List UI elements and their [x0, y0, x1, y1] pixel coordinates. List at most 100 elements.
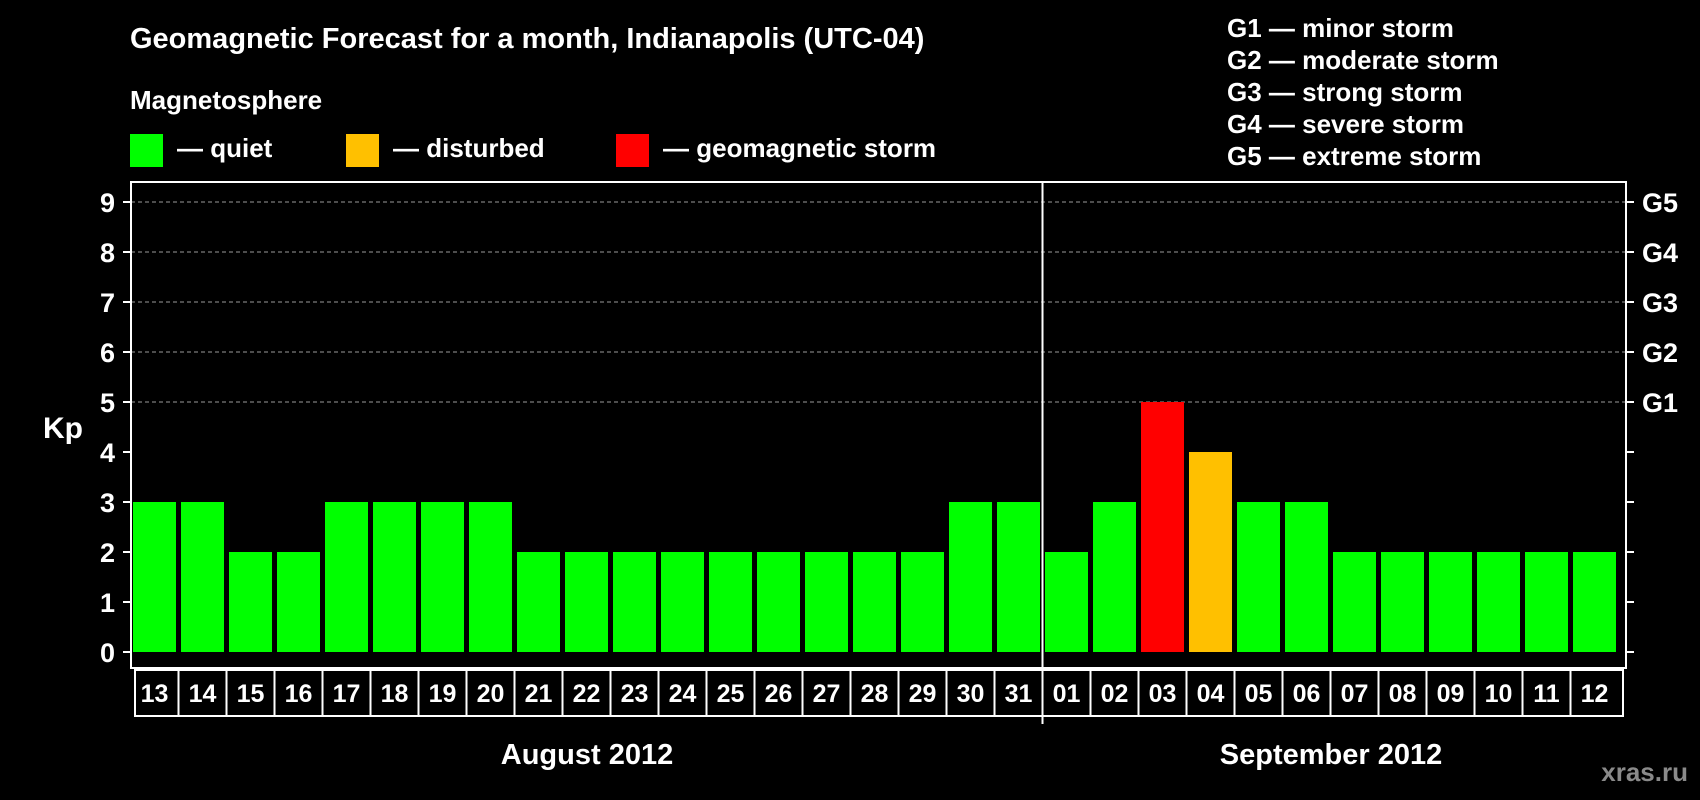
y-tick-label: 0	[100, 638, 115, 668]
day-label: 17	[333, 680, 361, 708]
kp-bar	[1045, 552, 1088, 652]
day-label: 12	[1581, 680, 1609, 708]
plot-frame	[130, 181, 1627, 669]
kp-bar	[1333, 552, 1376, 652]
kp-bar	[133, 502, 176, 652]
storm-level-1: G1 — minor storm	[1227, 13, 1454, 43]
day-label: 31	[1005, 680, 1033, 708]
day-label: 22	[573, 680, 601, 708]
kp-bar	[373, 502, 416, 652]
storm-tick-label: G3	[1642, 288, 1678, 318]
status-legend: — quiet — disturbed — geomagnetic storm	[130, 133, 936, 167]
kp-bar	[277, 552, 320, 652]
legend-heading: Magnetosphere	[130, 85, 322, 115]
y-tick-label: 7	[100, 288, 115, 318]
day-label: 30	[957, 680, 985, 708]
kp-bar	[709, 552, 752, 652]
kp-bar	[517, 552, 560, 652]
legend-label-storm: — geomagnetic storm	[663, 133, 936, 163]
day-label: 29	[909, 680, 937, 708]
chart-title: Geomagnetic Forecast for a month, Indian…	[130, 23, 924, 55]
day-label: 27	[813, 680, 841, 708]
day-label: 14	[189, 680, 217, 708]
kp-bar	[757, 552, 800, 652]
day-label: 04	[1197, 680, 1225, 708]
kp-bar	[1381, 552, 1424, 652]
storm-axis-ticks: G1 G2 G3 G4 G5	[1626, 188, 1678, 653]
kp-bar	[1237, 502, 1280, 652]
day-label: 24	[669, 680, 697, 708]
day-label: 01	[1053, 680, 1081, 708]
kp-bar	[565, 552, 608, 652]
y-tick-label: 5	[100, 388, 115, 418]
y-tick-label: 1	[100, 588, 115, 618]
kp-bar	[1429, 552, 1472, 652]
day-label: 28	[861, 680, 889, 708]
kp-bar	[949, 502, 992, 652]
day-label: 10	[1485, 680, 1513, 708]
y-tick-label: 3	[100, 488, 115, 518]
day-label: 05	[1245, 680, 1273, 708]
kp-bar	[805, 552, 848, 652]
kp-bar	[997, 502, 1040, 652]
kp-bar	[181, 502, 224, 652]
day-axis: 13 14 15 16 17 18 19 20 21 22 23 24 25 26 27 28 29 30 31 01…	[134, 669, 1624, 717]
storm-level-3: G3 — strong storm	[1227, 77, 1462, 107]
kp-bar	[1093, 502, 1136, 652]
day-label: 20	[477, 680, 505, 708]
kp-bar	[613, 552, 656, 652]
day-label: 21	[525, 680, 553, 708]
day-label: 09	[1437, 680, 1465, 708]
day-label: 06	[1293, 680, 1321, 708]
legend-swatch-quiet	[130, 134, 163, 167]
y-tick-label: 4	[100, 438, 115, 468]
day-label: 13	[141, 680, 169, 708]
day-label: 16	[285, 680, 313, 708]
storm-level-5: G5 — extreme storm	[1227, 141, 1481, 171]
storm-tick-label: G5	[1642, 188, 1678, 218]
y-tick-label: 8	[100, 238, 115, 268]
month-label: August 2012	[501, 739, 673, 771]
storm-tick-label: G2	[1642, 338, 1678, 368]
storm-level-2: G2 — moderate storm	[1227, 45, 1499, 75]
day-axis-frame	[134, 669, 1624, 717]
day-label: 02	[1101, 680, 1129, 708]
kp-bar	[421, 502, 464, 652]
kp-bar	[1141, 402, 1184, 652]
legend-swatch-disturbed	[346, 134, 379, 167]
watermark: xras.ru	[1601, 757, 1688, 787]
day-label: 08	[1389, 680, 1417, 708]
month-labels: August 2012 September 2012	[501, 739, 1442, 771]
day-label: 18	[381, 680, 409, 708]
kp-bars	[133, 402, 1616, 652]
kp-bar	[853, 552, 896, 652]
legend-label-disturbed: — disturbed	[393, 133, 545, 163]
kp-bar	[1525, 552, 1568, 652]
y-tick-label: 6	[100, 338, 115, 368]
grid-lines	[131, 201, 1626, 403]
kp-bar	[1285, 502, 1328, 652]
day-label: 25	[717, 680, 745, 708]
kp-bar	[229, 552, 272, 652]
kp-bar	[469, 502, 512, 652]
day-label: 07	[1341, 680, 1369, 708]
day-label: 23	[621, 680, 649, 708]
plot-axes	[130, 181, 1627, 724]
y-tick-label: 9	[100, 188, 115, 218]
y-tick-label: 2	[100, 538, 115, 568]
day-label: 11	[1533, 680, 1560, 708]
y-axis-ticks: 0 1 2 3 4 5 6 7 8 9	[100, 188, 131, 668]
kp-bar	[661, 552, 704, 652]
day-label: 19	[429, 680, 457, 708]
kp-bar	[901, 552, 944, 652]
day-label: 26	[765, 680, 793, 708]
y-axis-label: Kp	[43, 412, 83, 445]
day-label: 03	[1149, 680, 1177, 708]
legend-label-quiet: — quiet	[177, 133, 273, 163]
storm-level-4: G4 — severe storm	[1227, 109, 1464, 139]
day-label: 15	[237, 680, 265, 708]
legend-swatch-storm	[616, 134, 649, 167]
kp-bar	[1477, 552, 1520, 652]
